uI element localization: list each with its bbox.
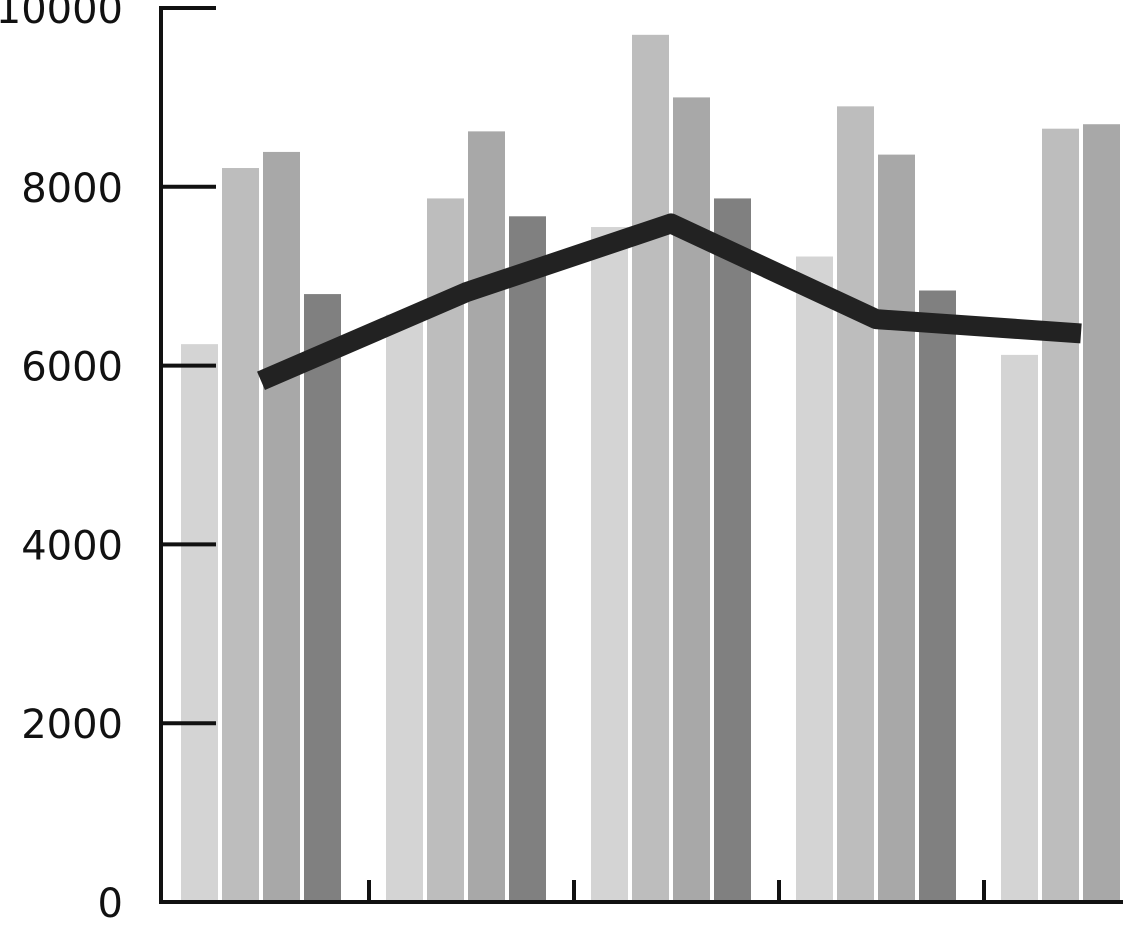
bar-g4-s4 (919, 290, 956, 902)
line-layer (257, 213, 1082, 390)
y-tick-label-6000: 6000 (21, 345, 123, 391)
bars-layer (181, 34, 1120, 903)
bar-g4-s2 (837, 106, 874, 903)
bar-g4-s3 (878, 154, 915, 903)
y-tick-label-10000: 10000 (0, 0, 123, 33)
bar-g2-s1 (386, 314, 423, 903)
y-tick-label-0: 0 (98, 881, 123, 927)
bar-g4-s1 (796, 256, 833, 903)
bar-g3-s2 (632, 34, 669, 902)
y-tick-label-8000: 8000 (21, 166, 123, 212)
bar-g5-s3 (1083, 124, 1120, 903)
bar-g1-s2 (222, 168, 259, 902)
bar-g1-s3 (263, 151, 300, 902)
bar-g3-s4 (714, 198, 751, 902)
bar-g3-s1 (591, 227, 628, 902)
bar-g5-s2 (1042, 128, 1079, 902)
bar-g2-s4 (509, 216, 546, 902)
bar-g2-s3 (468, 131, 505, 902)
y-tick-label-2000: 2000 (21, 702, 123, 748)
bar-g5-s1 (1001, 354, 1038, 902)
bar-g1-s4 (304, 294, 341, 903)
bar-g1-s1 (181, 344, 218, 902)
y-tick-label-4000: 4000 (21, 523, 123, 569)
line-series (257, 213, 1082, 390)
